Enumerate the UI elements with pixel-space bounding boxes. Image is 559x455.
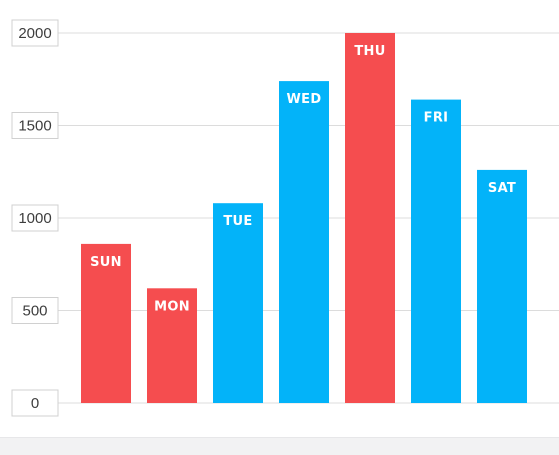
y-tick-label: 0 (31, 395, 39, 412)
chart-footer (0, 437, 559, 455)
bar-label-tue: TUE (223, 214, 252, 229)
bar-label-sat: SAT (488, 181, 516, 196)
bar-thu (345, 33, 395, 403)
bar-label-wed: WED (287, 92, 322, 107)
bar-tue (213, 203, 263, 403)
bar-sun (81, 243, 131, 403)
y-axis-ticks: 0 500 1000 1500 2000 (11, 19, 59, 417)
y-tick-label: 500 (22, 303, 47, 320)
bar-chart: 0 500 1000 1500 2000 SUN MON TUE WED THU FRI SAT (11, 19, 559, 417)
y-tick-box (11, 389, 59, 417)
bar-label-mon: MON (154, 299, 190, 314)
y-tick-box (11, 19, 59, 47)
bars (81, 33, 527, 403)
y-tick-box (11, 204, 59, 232)
bar-sat (477, 169, 527, 403)
bar-label-thu: THU (354, 44, 385, 59)
bar-labels: SUN MON TUE WED THU FRI SAT (90, 44, 516, 314)
y-tick-box (11, 112, 59, 139)
y-tick-box (11, 297, 59, 324)
bar-label-sun: SUN (90, 255, 122, 270)
y-tick-label: 1500 (18, 118, 51, 135)
bar-wed (279, 81, 329, 403)
bar-label-fri: FRI (424, 111, 449, 126)
bar-fri (411, 99, 461, 403)
y-tick-label: 1000 (18, 210, 51, 227)
y-tick-label: 2000 (18, 25, 51, 42)
bar-mon (147, 288, 197, 403)
